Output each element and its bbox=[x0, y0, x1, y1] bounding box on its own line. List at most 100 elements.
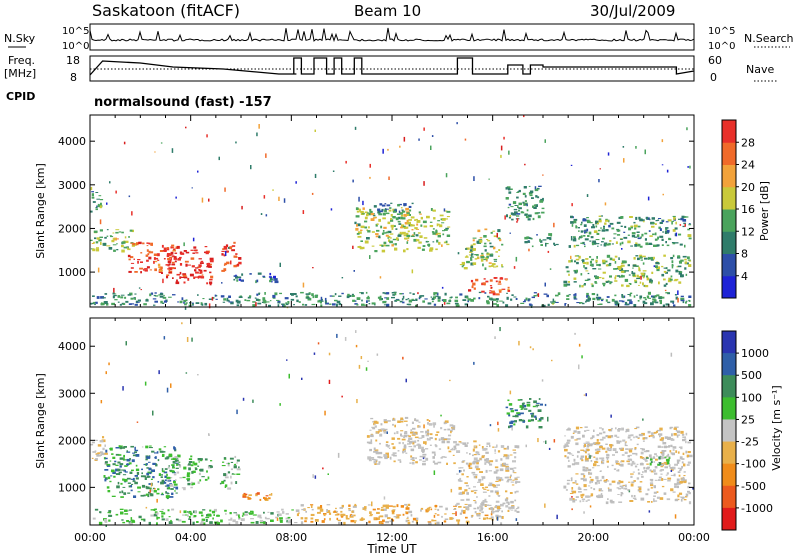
heatmap-cell bbox=[574, 270, 578, 274]
heatmap-cell bbox=[393, 516, 398, 518]
heatmap-cell bbox=[266, 301, 270, 303]
heatmap-cell bbox=[103, 475, 106, 478]
heatmap-cell bbox=[276, 517, 279, 521]
heatmap-cell bbox=[224, 251, 227, 256]
heatmap-cell bbox=[582, 469, 586, 472]
heatmap-cell bbox=[599, 446, 603, 449]
heatmap-cell bbox=[401, 435, 405, 437]
heatmap-cell bbox=[367, 295, 370, 298]
heatmap-cell bbox=[252, 514, 257, 516]
heatmap-cell bbox=[412, 441, 415, 445]
heatmap-cell bbox=[379, 276, 382, 279]
heatmap-cell bbox=[579, 284, 581, 288]
heatmap-cell bbox=[145, 254, 149, 257]
heatmap-cell bbox=[134, 271, 138, 273]
heatmap-cell bbox=[255, 493, 260, 495]
heatmap-cell bbox=[382, 519, 385, 523]
heatmap-cell bbox=[615, 275, 618, 277]
heatmap-cell bbox=[353, 270, 355, 272]
heatmap-cell bbox=[607, 498, 609, 500]
heatmap-cell bbox=[167, 478, 170, 481]
heatmap-cell bbox=[504, 463, 509, 466]
heatmap-cell bbox=[458, 486, 462, 490]
heatmap-cell bbox=[585, 270, 589, 272]
heatmap-cell bbox=[610, 281, 613, 283]
colorbar-segment bbox=[722, 231, 736, 254]
beam-label: Beam 10 bbox=[354, 2, 421, 20]
heatmap-cell bbox=[485, 280, 489, 283]
heatmap-cell bbox=[648, 454, 652, 458]
heatmap-cell bbox=[405, 519, 408, 523]
heatmap-cell bbox=[466, 442, 469, 444]
heatmap-cell bbox=[634, 244, 637, 247]
heatmap-cell bbox=[146, 266, 150, 269]
heatmap-cell bbox=[639, 463, 644, 466]
heatmap-cell bbox=[495, 480, 499, 482]
heatmap-cell bbox=[336, 514, 339, 516]
heatmap-cell bbox=[676, 459, 681, 462]
heatmap-cell bbox=[661, 478, 664, 481]
heatmap-cell bbox=[495, 505, 497, 508]
heatmap-cell bbox=[685, 273, 688, 276]
heatmap-cell bbox=[584, 245, 586, 248]
heatmap-cell bbox=[658, 262, 660, 265]
heatmap-cell bbox=[496, 444, 498, 448]
heatmap-cell bbox=[680, 295, 684, 298]
heatmap-cell bbox=[585, 500, 588, 502]
heatmap-cell bbox=[583, 478, 587, 482]
heatmap-cell bbox=[165, 264, 169, 266]
heatmap-cell bbox=[411, 269, 414, 274]
heatmap-cell bbox=[553, 242, 555, 245]
heatmap-cell bbox=[181, 322, 183, 325]
heatmap-cell bbox=[426, 215, 430, 219]
heatmap-cell bbox=[369, 208, 372, 212]
heatmap-cell bbox=[185, 302, 188, 304]
heatmap-cell bbox=[429, 433, 433, 436]
heatmap-cell bbox=[382, 292, 385, 294]
heatmap-cell bbox=[480, 483, 484, 486]
heatmap-cell bbox=[672, 254, 675, 258]
heatmap-cell bbox=[406, 303, 411, 306]
heatmap-cell bbox=[661, 440, 664, 442]
heatmap-cell bbox=[614, 255, 618, 258]
heatmap-cell bbox=[679, 456, 683, 460]
heatmap-cell bbox=[94, 508, 99, 511]
heatmap-cell bbox=[620, 216, 624, 219]
heatmap-cell bbox=[204, 458, 208, 461]
heatmap-cell bbox=[677, 290, 679, 295]
heatmap-cell bbox=[140, 494, 145, 497]
heatmap-cell bbox=[224, 458, 227, 460]
heatmap-cell bbox=[497, 450, 501, 453]
heatmap-cell bbox=[650, 480, 654, 482]
heatmap-cell bbox=[506, 296, 509, 300]
heatmap-cell bbox=[441, 440, 446, 444]
heatmap-cell bbox=[279, 403, 281, 406]
heatmap-cell bbox=[208, 266, 212, 268]
heatmap-cell bbox=[491, 265, 494, 267]
heatmap-cell bbox=[179, 271, 182, 275]
heatmap-cell bbox=[320, 296, 323, 301]
heatmap-cell bbox=[539, 403, 543, 406]
heatmap-cell bbox=[478, 291, 482, 294]
heatmap-cell bbox=[109, 460, 112, 462]
heatmap-cell bbox=[425, 510, 429, 513]
heatmap-cell bbox=[586, 295, 590, 298]
heatmap-cell bbox=[106, 235, 109, 237]
heatmap-cell bbox=[493, 235, 498, 238]
heatmap-cell bbox=[606, 479, 608, 481]
heatmap-cell bbox=[173, 248, 176, 251]
heatmap-cell bbox=[149, 489, 151, 493]
heatmap-cell bbox=[659, 455, 664, 457]
heatmap-cell bbox=[162, 302, 165, 304]
heatmap-cell bbox=[661, 437, 664, 440]
heatmap-cell bbox=[532, 217, 535, 221]
heatmap-cell bbox=[495, 459, 498, 462]
heatmap-cell bbox=[594, 281, 597, 284]
heatmap-cell bbox=[229, 248, 232, 250]
heatmap-cell bbox=[674, 463, 678, 466]
heatmap-cell bbox=[160, 142, 163, 144]
heatmap-cell bbox=[235, 299, 239, 303]
heatmap-cell bbox=[631, 448, 634, 450]
heatmap-cell bbox=[122, 303, 126, 305]
heatmap-cell bbox=[463, 267, 468, 270]
